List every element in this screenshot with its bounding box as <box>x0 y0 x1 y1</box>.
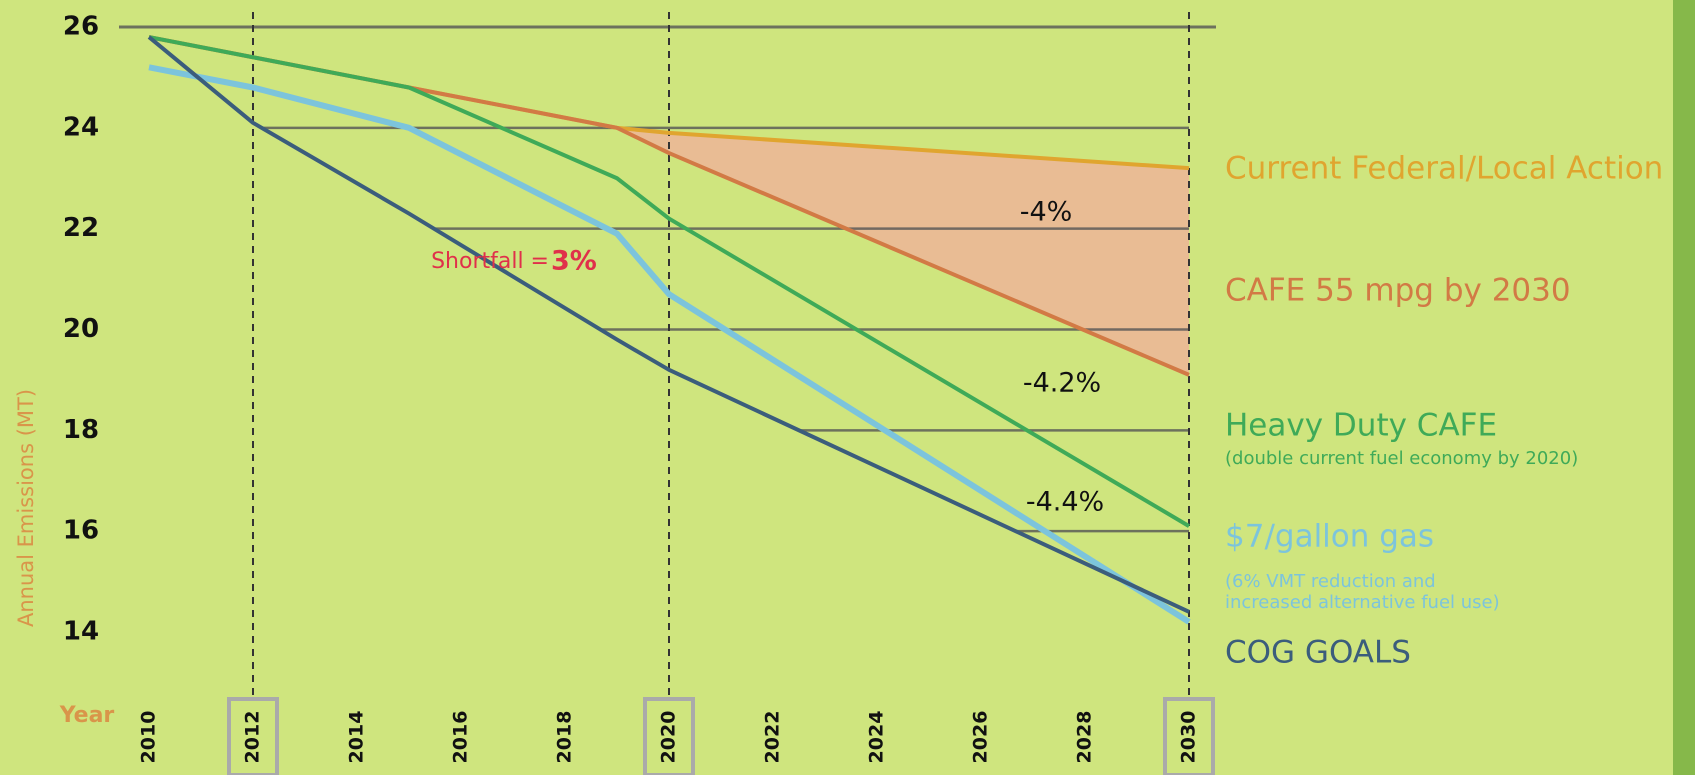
series-label: CAFE 55 mpg by 2030 <box>1225 273 1571 309</box>
series-line <box>147 35 1190 614</box>
series-line <box>148 64 1191 625</box>
x-tick-label: 2022 <box>762 711 784 764</box>
y-tick-label: 14 <box>63 617 99 647</box>
x-tick-label: 2030 <box>1178 711 1200 764</box>
y-tick-label: 26 <box>63 12 99 42</box>
y-tick-label: 20 <box>63 314 99 344</box>
y-tick-label: 24 <box>63 112 99 142</box>
highlight-box <box>227 697 279 775</box>
annotation: Shortfall = <box>431 249 549 274</box>
series-note: (double current fuel economy by 2020) <box>1225 448 1578 469</box>
series-label: $7/gallon gas <box>1225 519 1434 555</box>
plot <box>119 12 1216 775</box>
x-axis-label: Year <box>59 703 115 728</box>
series-label: Heavy Duty CAFE <box>1225 408 1497 444</box>
highlight-box <box>1163 697 1215 775</box>
annotation: -4.4% <box>1026 487 1104 518</box>
highlight-box <box>643 697 695 775</box>
x-tick-label: 2020 <box>658 711 680 764</box>
y-tick-label: 22 <box>63 213 99 243</box>
series-note: increased alternative fuel use) <box>1225 592 1500 613</box>
x-tick-label: 2018 <box>554 711 576 764</box>
y-tick-label: 16 <box>63 516 99 546</box>
gap-area <box>149 37 1189 375</box>
y-tick-label: 18 <box>63 415 99 445</box>
series-line <box>148 35 1191 528</box>
x-tick-label: 2026 <box>970 711 992 764</box>
x-tick-label: 2016 <box>450 711 472 764</box>
x-tick-label: 2012 <box>242 711 264 764</box>
x-tick-label: 2010 <box>138 711 160 764</box>
series-label: COG GOALS <box>1225 635 1411 671</box>
series-label: Current Federal/Local Action <box>1225 151 1663 187</box>
side-stripe <box>1673 0 1695 775</box>
annotation: -4% <box>1020 197 1073 228</box>
series-note: (6% VMT reduction and <box>1225 571 1436 592</box>
annotation: 3% <box>551 246 597 277</box>
x-tick-label: 2014 <box>346 711 368 764</box>
x-tick-label: 2024 <box>866 711 888 764</box>
annotation: -4.2% <box>1023 368 1101 399</box>
x-tick-label: 2028 <box>1074 711 1096 764</box>
y-axis-label: Annual Emissions (MT) <box>14 389 38 627</box>
